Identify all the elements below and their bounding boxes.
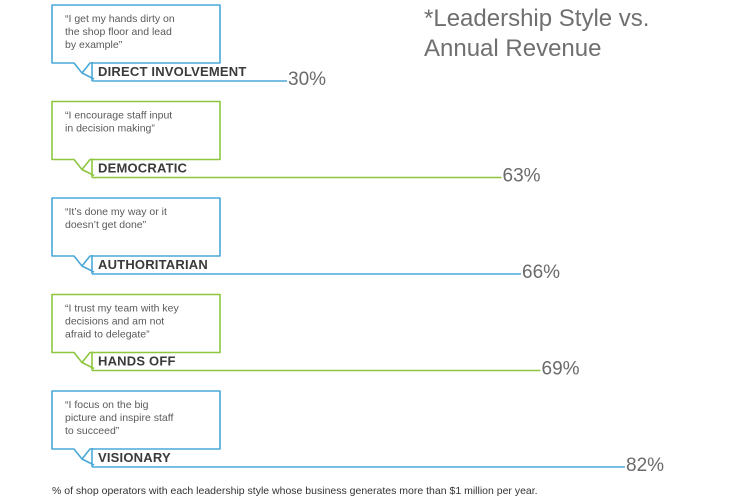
category-label: AUTHORITARIAN (98, 257, 208, 272)
value-label: 30% (288, 69, 326, 90)
quote-line: “I focus on the big (65, 399, 149, 411)
quote-line: picture and inspire staff (65, 412, 173, 424)
quote-line: “I encourage staff input (65, 110, 172, 122)
quote-bubble (51, 390, 221, 460)
quote-bubble (51, 100, 221, 171)
quote-line: to succeed” (65, 425, 120, 437)
quote-line: decisions and am not (65, 316, 164, 328)
quote-line: in decision making” (65, 123, 155, 135)
quote-bubble (51, 197, 221, 267)
footnote: % of shop operators with each leadership… (52, 485, 538, 497)
category-label: DIRECT INVOLVEMENT (98, 64, 247, 79)
chart-title-line-2: Annual Revenue (424, 35, 602, 62)
quote-line: “I trust my team with key (65, 303, 180, 315)
category-label: HANDS OFF (98, 354, 176, 369)
quote-line: the shop floor and lead (65, 26, 172, 38)
quote-line: afraid to delegate” (65, 329, 150, 341)
quote-bubble (51, 293, 221, 364)
quote-line: by example” (65, 39, 123, 51)
value-label: 63% (503, 166, 541, 187)
quote-line: doesn’t get done” (65, 219, 147, 231)
value-label: 82% (626, 455, 664, 476)
quote-bubble (51, 4, 221, 74)
value-label: 66% (522, 262, 560, 283)
chart-title-line-1: *Leadership Style vs. (424, 5, 650, 32)
category-label: VISIONARY (98, 450, 171, 465)
chart-title: *Leadership Style vs. Annual Revenue (424, 4, 744, 64)
quote-line: “It’s done my way or it (65, 206, 167, 218)
category-label: DEMOCRATIC (98, 161, 188, 176)
value-label: 69% (542, 359, 580, 380)
quote-line: “I get my hands dirty on (65, 13, 175, 25)
